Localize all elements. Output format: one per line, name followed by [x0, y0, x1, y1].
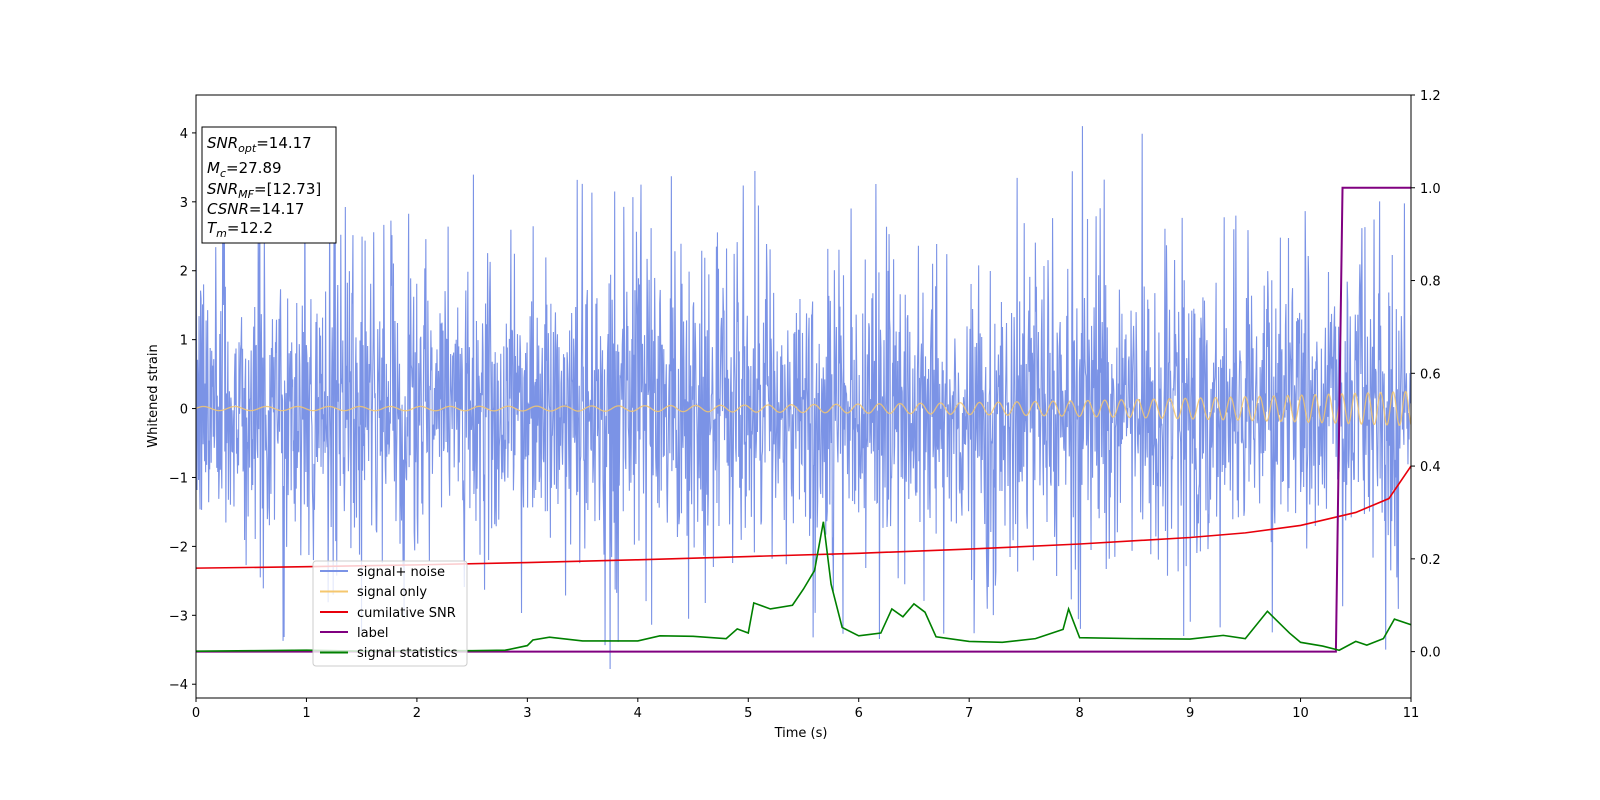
y-tick-label: 0 [180, 403, 188, 418]
y-tick-label: −4 [169, 678, 188, 693]
info-box-frame [201, 126, 337, 244]
info-csnr: CSNR=14.17 [207, 200, 304, 218]
info-mc: Mc=27.89 [207, 159, 282, 180]
x-tick-label: 3 [523, 706, 531, 721]
y-axis-label: Whitened strain [146, 344, 161, 447]
y2-tick-label: 0.2 [1420, 553, 1441, 568]
plot-frame [195, 94, 1412, 699]
y-tick-label: −3 [169, 609, 188, 624]
legend: signal+ noise signal only cumilative SNR… [312, 560, 468, 667]
y-axis-right-ticks: 0.0 0.2 0.4 0.6 0.8 1.0 1.2 [1411, 89, 1441, 661]
y2-tick-label: 0.0 [1420, 646, 1441, 661]
y2-tick-label: 1.0 [1420, 182, 1441, 197]
x-tick-label: 11 [1403, 706, 1420, 721]
y-tick-label: −2 [169, 540, 188, 555]
y-axis-left-ticks: −4 −3 −2 −1 0 1 2 3 4 [169, 127, 196, 693]
series-signal-statistics-line [196, 521, 1411, 652]
legend-label-signal-statistics: signal statistics [357, 646, 458, 661]
x-tick-label: 8 [1075, 706, 1083, 721]
y2-tick-label: 1.2 [1420, 89, 1441, 104]
x-tick-label: 2 [413, 706, 421, 721]
legend-frame [312, 560, 468, 667]
legend-label-signal-only: signal only [357, 585, 427, 600]
legend-label-cumilative-snr: cumilative SNR [357, 606, 456, 621]
x-tick-label: 5 [744, 706, 752, 721]
y2-tick-label: 0.4 [1420, 460, 1441, 475]
y-tick-label: −1 [169, 471, 188, 486]
x-tick-label: 7 [965, 706, 973, 721]
info-tm: Tm=12.2 [207, 219, 273, 240]
x-tick-label: 10 [1292, 706, 1309, 721]
y-tick-label: 2 [180, 265, 188, 280]
x-axis-label: Time (s) [774, 726, 828, 741]
info-box: SNRopt=14.17 Mc=27.89 SNRMF=[12.73] CSNR… [201, 126, 337, 244]
y2-tick-label: 0.6 [1420, 367, 1441, 382]
series-label-line [196, 186, 1411, 653]
x-axis-ticks: 0 1 2 3 4 5 6 7 8 9 10 11 [192, 698, 1419, 721]
x-tick-label: 6 [855, 706, 863, 721]
info-snr-mf: SNRMF=[12.73] [207, 180, 321, 201]
y-tick-label: 1 [180, 334, 188, 349]
info-snr-opt: SNRopt=14.17 [207, 134, 312, 155]
x-tick-label: 0 [192, 706, 200, 721]
y-tick-label: 3 [180, 196, 188, 211]
legend-label-label: label [357, 626, 388, 641]
x-tick-label: 4 [634, 706, 642, 721]
series-signal-only-line [196, 390, 1411, 427]
x-tick-label: 9 [1186, 706, 1194, 721]
y-tick-label: 4 [180, 127, 188, 142]
legend-label-signal-plus-noise: signal+ noise [357, 565, 445, 580]
x-tick-label: 1 [302, 706, 310, 721]
series-signal-plus-noise-line [196, 126, 1411, 670]
y2-tick-label: 0.8 [1420, 275, 1441, 290]
